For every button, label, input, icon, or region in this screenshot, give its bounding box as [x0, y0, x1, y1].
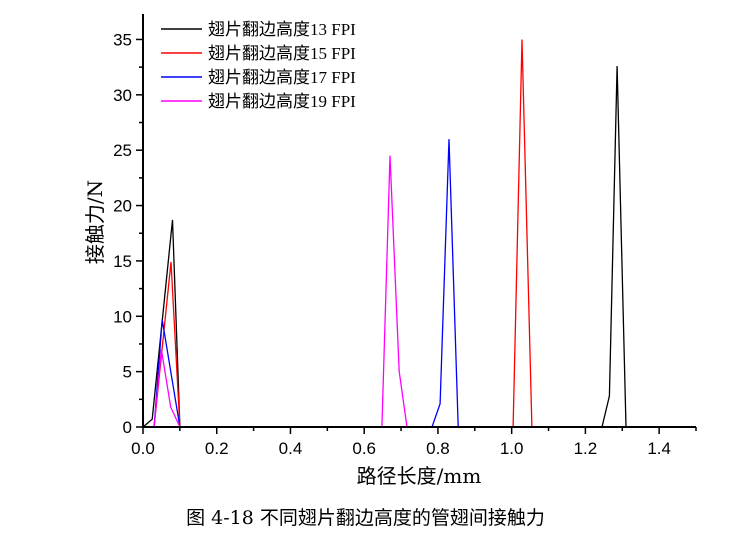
- x-axis-title: 路径长度/mm: [357, 464, 482, 488]
- y-tick-label: 0: [123, 418, 132, 437]
- contact-force-chart: 0.0 0.2 0.4 0.6 0.8 1.0 1.2 1.4 0 5 10 15 20 25 30 35 翅…: [83, 14, 697, 488]
- series-line-2: [143, 139, 696, 428]
- series-line-0: [142, 65, 696, 428]
- legend-label-3: 翅片翻边高度19 FPI: [208, 92, 356, 111]
- y-tick-label: 25: [113, 141, 132, 160]
- series-line-3: [143, 155, 696, 428]
- x-tick-label: 0.2: [205, 439, 229, 458]
- x-tick-label: 1.2: [574, 439, 598, 458]
- figure-caption: 图 4-18 不同翅片翻边高度的管翅间接触力: [186, 507, 545, 529]
- y-tick-label: 15: [113, 252, 132, 271]
- y-tick-label: 35: [113, 30, 132, 49]
- y-tick-label: 20: [113, 197, 132, 216]
- y-tick-label: 10: [113, 307, 132, 326]
- legend-label-0: 翅片翻边高度13 FPI: [208, 20, 356, 39]
- legend-label-1: 翅片翻边高度15 FPI: [208, 44, 356, 63]
- x-tick-label: 0.6: [352, 439, 376, 458]
- x-tick-label: 0.0: [131, 439, 155, 458]
- y-tick-label: 30: [113, 86, 132, 105]
- legend-label-2: 翅片翻边高度17 FPI: [208, 68, 356, 87]
- x-tick-label: 0.8: [426, 439, 450, 458]
- legend: 翅片翻边高度13 FPI 翅片翻边高度15 FPI 翅片翻边高度17 FPI 翅片翻边…: [161, 20, 356, 111]
- x-tick-label: 0.4: [279, 439, 303, 458]
- y-tick-label: 5: [123, 363, 132, 382]
- y-axis-title: 接触力/N: [83, 180, 107, 264]
- x-tick-label: 1.0: [500, 439, 524, 458]
- x-tick-label: 1.4: [647, 439, 671, 458]
- axes: 0.0 0.2 0.4 0.6 0.8 1.0 1.2 1.4 0 5 10 15 20 25 30 35: [113, 14, 697, 458]
